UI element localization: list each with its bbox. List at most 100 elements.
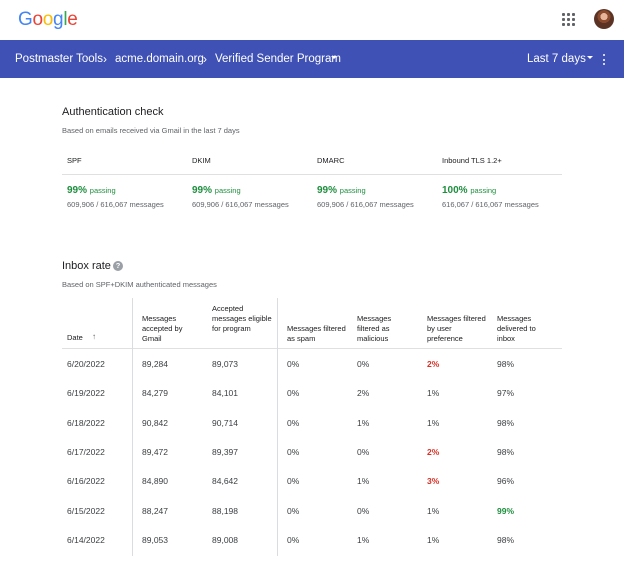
table-header-divider (62, 348, 562, 349)
cell-accepted: 89,284 (142, 359, 168, 369)
cell-user-pref: 3% (427, 476, 440, 486)
cell-date: 6/14/2022 (67, 535, 105, 545)
auth-title: Authentication check (62, 106, 164, 118)
cell-accepted: 90,842 (142, 418, 168, 428)
logo-letter: e (67, 9, 78, 30)
breadcrumb-bar: Postmaster Tools › acme.domain.org › Ver… (0, 40, 624, 78)
divider (62, 174, 562, 175)
cell-inbox: 98% (497, 359, 515, 369)
cell-accepted: 84,890 (142, 476, 168, 486)
cell-inbox: 98% (497, 447, 515, 457)
cell-eligible: 84,642 (212, 476, 238, 486)
column-header-date[interactable]: Date (67, 333, 83, 342)
cell-malicious: 0% (357, 359, 370, 369)
cell-spam: 0% (287, 535, 300, 545)
cell-eligible: 89,008 (212, 535, 238, 545)
cell-spam: 0% (287, 418, 300, 428)
auth-label-tls: Inbound TLS 1.2+ (442, 156, 502, 165)
auth-label-spf: SPF (67, 156, 82, 165)
cell-inbox: 96% (497, 476, 515, 486)
chevron-right-icon: › (203, 52, 207, 66)
top-bar: Google (0, 0, 624, 40)
auth-subtitle: Based on emails received via Gmail in th… (62, 126, 240, 135)
cell-accepted: 89,472 (142, 447, 168, 457)
pct-value: 100% (442, 185, 468, 196)
pct-status: passing (214, 186, 241, 195)
cell-eligible: 89,073 (212, 359, 238, 369)
cell-eligible: 84,101 (212, 388, 238, 398)
cell-user-pref: 2% (427, 359, 440, 369)
breadcrumb-program[interactable]: Verified Sender Program (215, 53, 341, 65)
breadcrumb-app[interactable]: Postmaster Tools (15, 53, 103, 65)
auth-count-dmarc: 609,906 / 616,067 messages (317, 200, 414, 209)
help-icon[interactable]: ? (113, 261, 123, 271)
cell-malicious: 1% (357, 418, 370, 428)
pct-value: 99% (192, 185, 213, 196)
chevron-right-icon: › (103, 52, 107, 66)
google-logo[interactable]: Google (18, 9, 78, 31)
column-header-user-pref: Messages filtered by user preference (427, 314, 486, 343)
more-options-icon[interactable] (603, 54, 606, 65)
cell-inbox: 99% (497, 506, 515, 516)
cell-inbox: 97% (497, 388, 515, 398)
inbox-title: Inbox rate (62, 260, 111, 272)
date-range-select[interactable]: Last 7 days (527, 53, 586, 65)
logo-letter: G (18, 9, 33, 30)
cell-date: 6/15/2022 (67, 506, 105, 516)
column-header-malicious: Messages filtered as malicious (357, 314, 392, 343)
column-header-eligible: Accepted messages eligible for program (212, 304, 272, 333)
cell-date: 6/19/2022 (67, 388, 105, 398)
pct-value: 99% (67, 185, 88, 196)
logo-letter: o (32, 9, 43, 30)
cell-date: 6/20/2022 (67, 359, 105, 369)
auth-pct-tls: 100% passing (442, 185, 496, 196)
cell-eligible: 90,714 (212, 418, 238, 428)
logo-letter: o (42, 9, 54, 30)
cell-date: 6/17/2022 (67, 447, 105, 457)
cell-spam: 0% (287, 359, 300, 369)
cell-spam: 0% (287, 388, 300, 398)
auth-count-spf: 609,906 / 616,067 messages (67, 200, 164, 209)
column-header-spam: Messages filtered as spam (287, 324, 346, 343)
cell-malicious: 0% (357, 506, 370, 516)
cell-user-pref: 1% (427, 418, 440, 428)
pct-value: 99% (317, 185, 338, 196)
cell-user-pref: 1% (427, 506, 440, 516)
cell-accepted: 84,279 (142, 388, 168, 398)
column-divider (132, 298, 133, 556)
cell-inbox: 98% (497, 418, 515, 428)
pct-status: passing (339, 186, 366, 195)
cell-eligible: 88,198 (212, 506, 238, 516)
dropdown-caret-icon[interactable] (331, 56, 337, 59)
cell-malicious: 1% (357, 476, 370, 486)
pct-status: passing (89, 186, 116, 195)
avatar[interactable] (594, 9, 614, 29)
cell-spam: 0% (287, 476, 300, 486)
auth-pct-spf: 99% passing (67, 185, 116, 196)
cell-malicious: 2% (357, 388, 370, 398)
logo-letter: g (53, 9, 64, 30)
auth-label-dkim: DKIM (192, 156, 211, 165)
breadcrumb-domain[interactable]: acme.domain.org (115, 53, 204, 65)
auth-count-tls: 616,067 / 616,067 messages (442, 200, 539, 209)
column-header-inbox: Messages delivered to inbox (497, 314, 536, 343)
cell-user-pref: 1% (427, 535, 440, 545)
cell-accepted: 88,247 (142, 506, 168, 516)
cell-malicious: 1% (357, 535, 370, 545)
cell-spam: 0% (287, 506, 300, 516)
cell-accepted: 89,053 (142, 535, 168, 545)
cell-inbox: 98% (497, 535, 515, 545)
cell-spam: 0% (287, 447, 300, 457)
arrow-up-icon[interactable]: ↑ (92, 332, 96, 341)
logo-letter: l (63, 9, 68, 30)
apps-grid-icon[interactable] (562, 13, 575, 26)
auth-count-dkim: 609,906 / 616,067 messages (192, 200, 289, 209)
inbox-subtitle: Based on SPF+DKIM authenticated messages (62, 280, 217, 289)
pct-status: passing (470, 186, 497, 195)
cell-eligible: 89,397 (212, 447, 238, 457)
dropdown-caret-icon[interactable] (587, 56, 593, 59)
cell-user-pref: 2% (427, 447, 440, 457)
cell-malicious: 0% (357, 447, 370, 457)
auth-pct-dmarc: 99% passing (317, 185, 366, 196)
column-divider (277, 298, 278, 556)
